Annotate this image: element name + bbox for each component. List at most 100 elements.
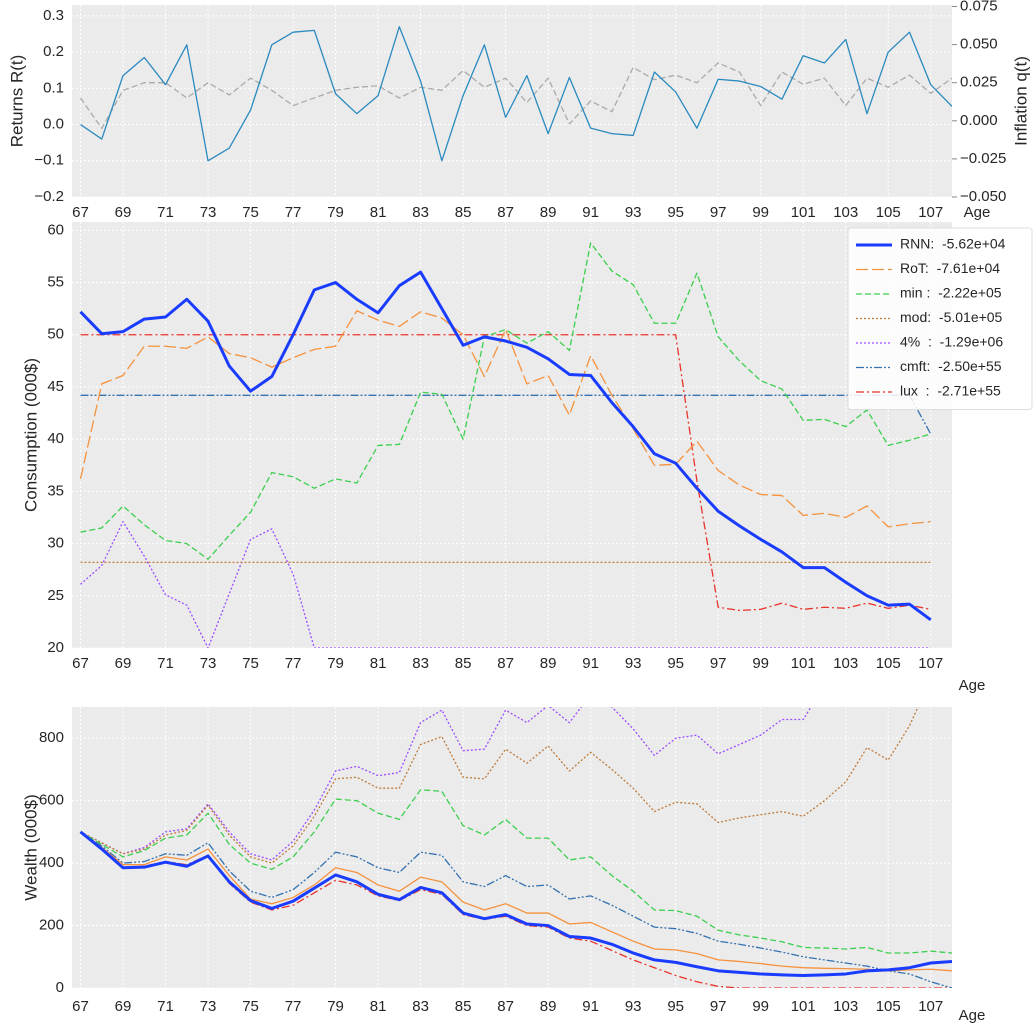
legend-label: RoT: -7.61e+04	[900, 260, 1000, 276]
x-tick-label: 91	[582, 655, 599, 672]
y-tick-label: −0.2	[34, 188, 64, 205]
x-tick-label: 91	[582, 998, 599, 1015]
y-tick-label: 30	[47, 535, 64, 552]
x-tick-label: 69	[115, 204, 132, 221]
y-tick-label: 35	[47, 482, 64, 499]
legend-box	[847, 227, 1033, 410]
legend: RNN: -5.62e+04 RoT: -7.61e+04 min : -2.22e…	[847, 227, 1033, 410]
x-tick-label: 105	[876, 655, 901, 672]
series-line	[80, 789, 952, 954]
x-tick-label: 81	[370, 655, 387, 672]
x-tick-label: 81	[370, 998, 387, 1015]
series-line	[79, 270, 932, 622]
x-tick-label: 97	[710, 204, 727, 221]
x-tick-label: 79	[327, 204, 344, 221]
y-tick-label: 20	[47, 639, 64, 656]
x-tick-label: 73	[200, 204, 217, 221]
x-tick-label: 89	[540, 998, 557, 1015]
x-tick-label: 87	[497, 998, 514, 1015]
series-line	[80, 831, 952, 988]
y-tick-label: 0	[56, 979, 64, 996]
y2-tick-label: 0.000	[960, 112, 998, 129]
chart: 67 69 71 73 75 77 79 81 83 85 87 89 91 93 95 97 99 101 103…	[21, 707, 986, 1024]
legend-label: RNN: -5.62e+04	[900, 236, 1006, 252]
x-tick-label: 103	[833, 204, 858, 221]
x-tick-label: 67	[72, 655, 89, 672]
x-tick-label: 107	[918, 998, 943, 1015]
x-tick-label: 73	[200, 655, 217, 672]
x-tick-label: 87	[497, 655, 514, 672]
x-tick-label: 99	[752, 655, 769, 672]
x-tick-label: 91	[582, 204, 599, 221]
x-tick-label: 97	[710, 998, 727, 1015]
x-tick-label: 77	[285, 998, 302, 1015]
x-tick-label: 83	[412, 998, 429, 1015]
series-line	[80, 394, 932, 435]
y-tick-label: 800	[39, 729, 64, 746]
x-tick-label: 71	[157, 204, 174, 221]
plot-background	[72, 5, 952, 197]
x-tick-label: 71	[157, 998, 174, 1015]
x-tick-label: 77	[285, 655, 302, 672]
chart: 67 69 71 73 75 77 79 81 83 85 87 89 91 93 95 97 99 101 103…	[7, 0, 1030, 221]
y-tick-label: 60	[47, 221, 64, 238]
x-tick-label: 105	[876, 998, 901, 1015]
x-tick-label: 107	[918, 204, 943, 221]
legend-label: min : -2.22e+05	[900, 285, 1002, 301]
x-tick-label: 79	[327, 655, 344, 672]
x-tick-label: 107	[918, 655, 943, 672]
x-tick-label: 95	[667, 655, 684, 672]
x-tick-label: 71	[157, 655, 174, 672]
series-line	[80, 242, 931, 560]
x-axis-label: Age	[959, 1007, 986, 1024]
x-tick-label: 89	[540, 204, 557, 221]
y-tick-label: 400	[39, 854, 64, 871]
y-axis-label: Wealth (000$)	[21, 794, 40, 900]
x-tick-label: 87	[497, 204, 514, 221]
y2-tick-label: −0.050	[960, 188, 1006, 205]
x-tick-label: 67	[72, 998, 89, 1015]
y-tick-label: 55	[47, 274, 64, 291]
y-tick-label: 40	[47, 430, 64, 447]
x-tick-label: 93	[625, 998, 642, 1015]
x-tick-label: 95	[667, 204, 684, 221]
series-line	[80, 521, 931, 648]
legend-label: cmft: -2.50e+55	[900, 358, 1002, 374]
x-tick-label: 69	[115, 655, 132, 672]
x-tick-label: 67	[72, 204, 89, 221]
y-axis-label: Returns R(t)	[7, 55, 26, 148]
y-tick-label: 25	[47, 587, 64, 604]
x-tick-label: 75	[242, 998, 259, 1015]
x-tick-label: 99	[752, 998, 769, 1015]
x-tick-label: 99	[752, 204, 769, 221]
plot-background	[72, 222, 952, 648]
y-tick-label: 0.0	[43, 116, 64, 133]
series-line	[80, 707, 919, 864]
y-tick-label: 600	[39, 792, 64, 809]
x-tick-label: 79	[327, 998, 344, 1015]
x-tick-label: 77	[285, 204, 302, 221]
chart: 67 69 71 73 75 77 79 81 83 85 87 89 91 93 95 97 99 101 103…	[21, 221, 1033, 694]
x-tick-label: 93	[625, 204, 642, 221]
x-tick-label: 75	[242, 655, 259, 672]
series-line	[79, 830, 952, 978]
y-axis-label: Consumption (000$)	[21, 358, 40, 512]
x-tick-label: 85	[455, 204, 472, 221]
x-tick-label: 101	[791, 655, 816, 672]
x-tick-label: 95	[667, 998, 684, 1015]
y-tick-label: 200	[39, 917, 64, 934]
legend-label: lux : -2.71e+55	[900, 383, 1001, 399]
x-tick-label: 101	[791, 998, 816, 1015]
y2-tick-label: 0.075	[960, 0, 998, 14]
y2-tick-label: −0.025	[960, 150, 1006, 167]
series-line	[80, 831, 952, 972]
y-tick-label: 0.1	[43, 79, 64, 96]
x-tick-label: 75	[242, 204, 259, 221]
x-tick-label: 89	[540, 655, 557, 672]
x-tick-label: 103	[833, 655, 858, 672]
x-tick-label: 97	[710, 655, 727, 672]
x-tick-label: 103	[833, 998, 858, 1015]
x-tick-label: 73	[200, 998, 217, 1015]
x-tick-label: 81	[370, 204, 387, 221]
